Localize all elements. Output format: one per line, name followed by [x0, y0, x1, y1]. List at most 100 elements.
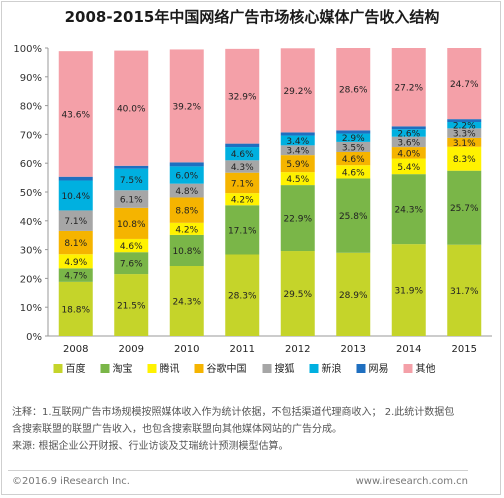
bar-segment — [447, 48, 482, 120]
bar-segment — [336, 252, 371, 336]
data-label: 3.4% — [286, 137, 309, 147]
data-label: 4.6% — [231, 150, 254, 160]
data-label: 29.5% — [283, 290, 312, 300]
bar-segment — [280, 132, 315, 136]
bar-segment — [280, 48, 315, 133]
note-line-2: 含搜索联盟的联盟广告收入，也包含搜索联盟向其他媒体网站的广告分成。 — [12, 424, 342, 435]
bar-segment — [114, 238, 149, 253]
legend-label: 百度 — [66, 362, 86, 375]
data-label: 18.8% — [61, 305, 90, 315]
y-tick-label: 10% — [20, 303, 42, 314]
x-tick-label: 2014 — [396, 344, 421, 355]
bar-segment — [280, 135, 315, 146]
bar-segment — [391, 158, 426, 175]
data-label: 4.6% — [342, 155, 365, 165]
legend-swatch — [309, 364, 319, 373]
bar-segment — [225, 147, 260, 161]
data-label: 24.3% — [394, 206, 423, 216]
data-label: 10.8% — [172, 247, 201, 257]
data-label: 10.4% — [61, 192, 90, 202]
chart-axes: 0% 10% 20% 30% 40% 50% 60% 70% 80% 90% 100% — [13, 44, 492, 343]
data-label: 28.9% — [339, 291, 368, 301]
data-label: 3.1% — [453, 139, 476, 149]
bar-segment — [114, 207, 149, 239]
legend-swatch — [262, 364, 272, 373]
data-label: 25.8% — [339, 212, 368, 222]
legend-label: 网易 — [369, 363, 389, 375]
bar-segment — [58, 254, 93, 269]
chart-data-labels: 18.8% 4.7% 4.9% 8.1% 7.1% 10.4% 43.6% 21.5% 7.6%… — [61, 80, 479, 315]
y-tick-label: 40% — [20, 217, 42, 228]
data-label: 2.6% — [397, 129, 420, 139]
data-label: 3.6% — [397, 138, 420, 148]
chart-title: 2008-2015年中国网络广告市场核心媒体广告收入结构 — [64, 8, 440, 26]
data-label: 31.7% — [450, 287, 479, 297]
bar-segment — [280, 155, 315, 173]
data-label: 4.2% — [231, 196, 254, 206]
bar-segment — [447, 119, 482, 123]
bar-segment — [114, 274, 149, 336]
bar-segment — [225, 160, 260, 173]
legend-swatch — [194, 364, 204, 373]
bar-segment — [391, 147, 426, 159]
data-label: 4.3% — [231, 163, 254, 173]
bar-segment — [391, 174, 426, 245]
x-tick-label: 2011 — [230, 344, 255, 355]
y-tick-label: 70% — [20, 130, 42, 141]
legend-swatch — [356, 364, 366, 373]
bar-segment — [225, 205, 260, 255]
bar-segment — [391, 129, 426, 137]
bar-segment — [447, 137, 482, 147]
y-tick-label: 100% — [13, 44, 42, 55]
legend-swatch — [100, 364, 110, 373]
data-label: 6.1% — [120, 196, 143, 206]
data-label: 24.3% — [172, 298, 201, 308]
bar-segment — [391, 126, 426, 130]
data-label: 8.8% — [175, 207, 198, 217]
bar-segment — [280, 185, 315, 252]
legend-swatch — [147, 364, 157, 373]
bar-segment — [336, 141, 371, 152]
data-label: 32.9% — [228, 93, 257, 103]
bar-segment — [114, 165, 149, 169]
data-label: 4.7% — [64, 272, 87, 282]
data-label: 24.7% — [450, 80, 479, 90]
bar-segment — [169, 266, 204, 336]
bar-segment — [391, 244, 426, 336]
bar-segment — [280, 172, 315, 186]
x-axis-labels: 2008 2009 2010 2011 2012 2013 2014 2015 — [63, 344, 477, 355]
data-label: 8.1% — [64, 239, 87, 249]
bar-segment — [447, 128, 482, 138]
legend-swatch — [53, 364, 63, 373]
bar-segment — [447, 244, 482, 336]
legend-label: 谷歌中国 — [207, 362, 247, 375]
data-label: 43.6% — [61, 110, 90, 120]
data-label: 31.9% — [394, 287, 423, 297]
bar-segment — [114, 168, 149, 191]
data-label: 7.5% — [120, 176, 143, 186]
data-label: 7.6% — [120, 260, 143, 270]
data-label: 39.2% — [172, 102, 201, 112]
legend-label: 其他 — [416, 362, 436, 375]
bar-segment — [391, 136, 426, 148]
data-label: 4.2% — [175, 225, 198, 235]
data-label: 2.9% — [342, 134, 365, 144]
bar-segment — [58, 230, 93, 255]
data-label: 10.8% — [117, 220, 146, 230]
bar-segment — [391, 48, 426, 127]
data-label: 4.9% — [64, 258, 87, 268]
x-tick-label: 2009 — [119, 344, 144, 355]
bar-segment — [280, 145, 315, 156]
bar-segment — [58, 180, 93, 211]
bar-segment — [114, 50, 149, 166]
data-label: 25.7% — [450, 204, 479, 214]
bar-segment — [336, 178, 371, 253]
bar-segment — [58, 210, 93, 231]
data-label: 4.5% — [286, 175, 309, 185]
x-tick-label: 2010 — [174, 344, 199, 355]
bar-segment — [169, 222, 204, 235]
y-tick-label: 60% — [20, 159, 42, 170]
legend-label: 搜狐 — [275, 362, 295, 375]
legend-label: 淘宝 — [113, 362, 133, 375]
bar-segment — [114, 190, 149, 208]
